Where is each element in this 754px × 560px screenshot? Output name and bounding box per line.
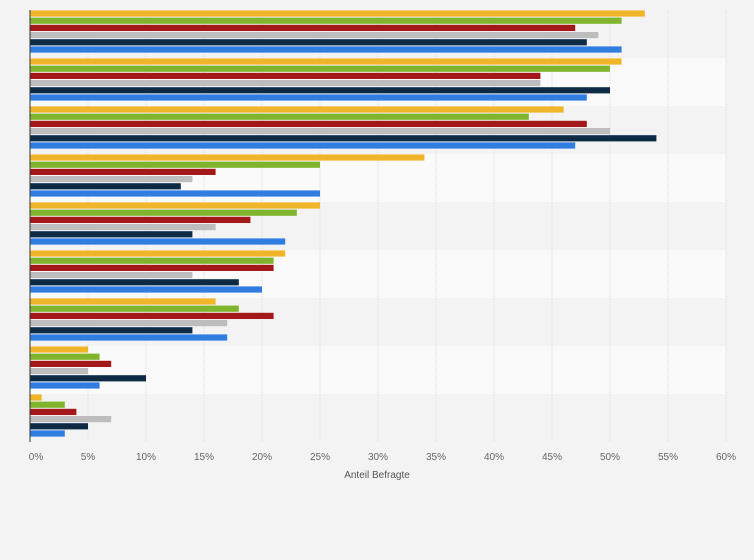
bar xyxy=(30,32,599,39)
bar xyxy=(30,360,112,367)
bar xyxy=(30,154,425,161)
bar xyxy=(30,87,610,94)
bar xyxy=(30,382,100,389)
bar xyxy=(30,135,657,142)
bar xyxy=(30,106,564,113)
bar xyxy=(30,327,193,334)
bar xyxy=(30,190,320,197)
bar xyxy=(30,334,228,341)
x-axis-title: Anteil Befragte xyxy=(344,470,410,481)
bar xyxy=(30,320,228,327)
bar xyxy=(30,202,320,209)
x-tick-label: 20% xyxy=(252,452,272,463)
x-tick-label: 40% xyxy=(484,452,504,463)
bar xyxy=(30,128,610,135)
bar xyxy=(30,120,587,127)
bar xyxy=(30,286,262,293)
bar xyxy=(30,238,286,245)
bar xyxy=(30,272,193,279)
bar xyxy=(30,216,251,223)
bars xyxy=(30,10,657,437)
bar xyxy=(30,305,239,312)
bar xyxy=(30,168,216,175)
x-tick-label: 0% xyxy=(29,452,44,463)
bar xyxy=(30,24,576,31)
bar xyxy=(30,401,65,408)
x-tick-label: 15% xyxy=(194,452,214,463)
bar xyxy=(30,183,181,190)
bar xyxy=(30,65,610,72)
x-tick-label: 10% xyxy=(136,452,156,463)
x-tick-label: 60% xyxy=(716,452,736,463)
bar xyxy=(30,176,193,183)
bar xyxy=(30,39,587,46)
bar xyxy=(30,58,622,65)
bar xyxy=(30,257,274,264)
bar xyxy=(30,72,541,79)
bar xyxy=(30,264,274,271)
bar xyxy=(30,423,88,430)
bar xyxy=(30,298,216,305)
bar xyxy=(30,312,274,319)
x-tick-label: 5% xyxy=(81,452,96,463)
bar xyxy=(30,161,320,168)
bar xyxy=(30,394,42,401)
x-tick-label: 45% xyxy=(542,452,562,463)
bar xyxy=(30,250,286,257)
x-tick-label: 35% xyxy=(426,452,446,463)
bar xyxy=(30,353,100,360)
bar xyxy=(30,94,587,101)
bar xyxy=(30,17,622,24)
bar xyxy=(30,375,146,382)
bar xyxy=(30,46,622,53)
bar xyxy=(30,430,65,437)
bar xyxy=(30,209,297,216)
bar xyxy=(30,113,529,120)
x-tick-label: 55% xyxy=(658,452,678,463)
bar xyxy=(30,10,645,17)
bar xyxy=(30,416,112,423)
bar xyxy=(30,368,88,375)
bar xyxy=(30,279,239,286)
bar xyxy=(30,231,193,238)
x-tick-label: 30% xyxy=(368,452,388,463)
x-tick-label: 25% xyxy=(310,452,330,463)
x-axis-ticks: 0% 5% 10% 15% 20% 25% 30% 35% 40% 45% 50% 55% 60% xyxy=(29,452,736,463)
bar xyxy=(30,142,576,149)
bar xyxy=(30,80,541,87)
bar xyxy=(30,408,77,415)
bar xyxy=(30,224,216,231)
bar xyxy=(30,346,88,353)
x-tick-label: 50% xyxy=(600,452,620,463)
